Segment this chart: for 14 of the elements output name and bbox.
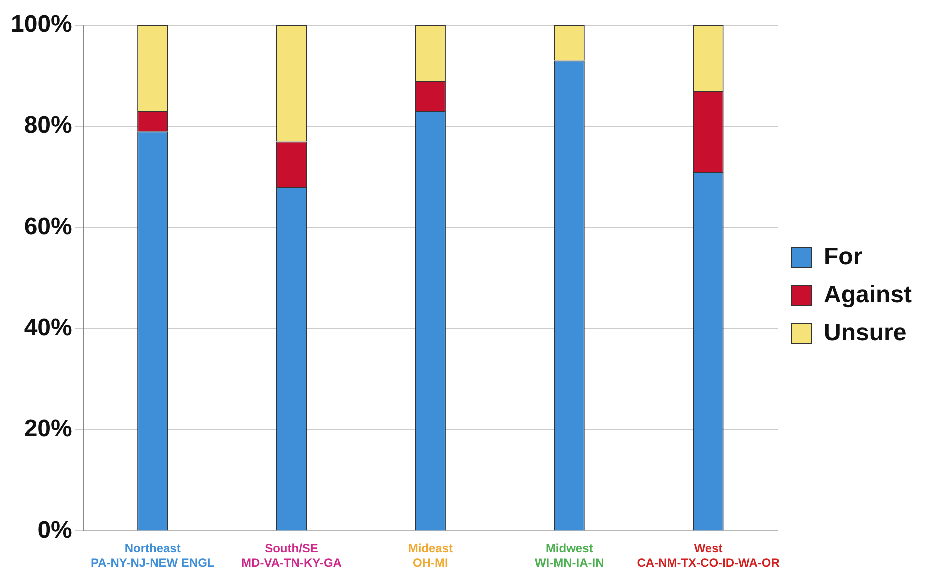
x-tick-label: West CA-NM-TX-CO-ID-WA-OR — [637, 542, 780, 570]
y-tick-label: 20% — [24, 416, 72, 443]
legend-label: Unsure — [824, 320, 907, 347]
y-tick-label: 100% — [10, 11, 72, 38]
x-tick-label: South/SE MD-VA-TN-KY-GA — [242, 542, 342, 570]
x-tick-label: Northeast PA-NY-NJ-NEW ENGL — [90, 542, 215, 570]
legend-label: For — [824, 244, 863, 271]
x-tick-label: Midwest WI-MN-IA-IN — [534, 542, 604, 570]
y-tick-label: 40% — [24, 314, 72, 342]
legend-label: Against — [824, 282, 912, 309]
y-tick-label: 80% — [24, 112, 72, 140]
y-tick-label: 60% — [24, 213, 72, 240]
y-tick-label: 0% — [38, 516, 72, 544]
x-tick-label: Mideast OH-MI — [408, 542, 454, 570]
